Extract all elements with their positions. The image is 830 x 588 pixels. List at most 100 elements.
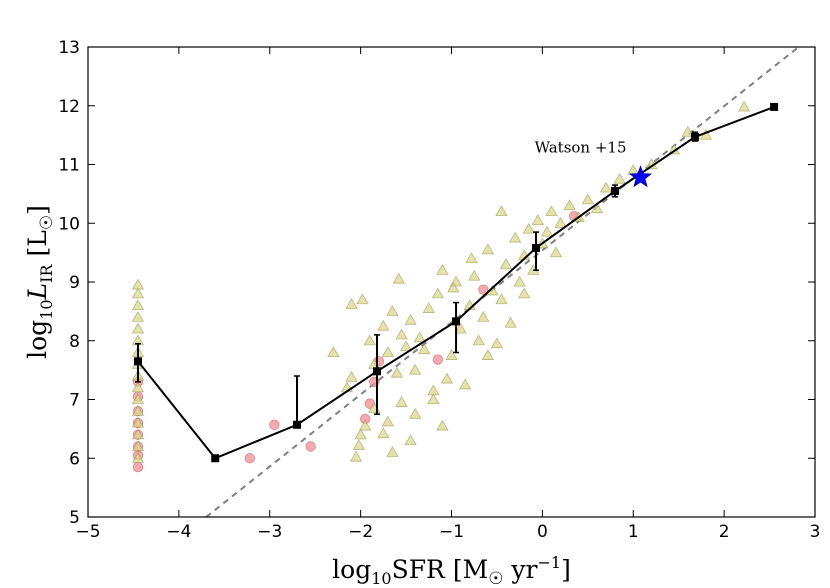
triangle-point xyxy=(354,428,367,440)
y-tick-label: 7 xyxy=(69,391,80,411)
circle-point xyxy=(478,284,489,295)
y-tick-label: 8 xyxy=(69,332,80,352)
median-line-group xyxy=(133,102,779,463)
triangle-point xyxy=(131,428,145,440)
median-point xyxy=(133,357,142,366)
triangle-point xyxy=(737,100,751,112)
median-point xyxy=(293,420,302,429)
triangle-point xyxy=(468,269,481,281)
circle-point xyxy=(269,419,280,430)
triangle-point xyxy=(447,281,460,293)
median-point xyxy=(770,102,779,111)
x-axis-label: log10SFR [M☉ yr−1] xyxy=(332,553,571,588)
one-to-one-line-group xyxy=(205,46,800,518)
triangle-point xyxy=(508,231,522,243)
x-tick-label: −1 xyxy=(439,522,464,542)
triangle-point xyxy=(377,319,390,331)
triangle-point xyxy=(454,322,467,334)
star-marker xyxy=(628,165,653,188)
circle-point xyxy=(305,441,316,452)
triangle-point xyxy=(399,340,413,352)
triangle-point xyxy=(131,299,145,311)
annotation-label: Watson +15 xyxy=(535,138,627,156)
triangle-point xyxy=(627,164,640,175)
circle-point xyxy=(244,453,255,464)
triangle-point xyxy=(481,243,495,255)
triangle-point xyxy=(554,216,567,228)
triangle-point xyxy=(131,416,145,428)
triangle-point xyxy=(490,337,504,349)
triangle-point xyxy=(436,263,449,275)
triangle-point xyxy=(131,451,145,463)
y-tick-label: 5 xyxy=(69,508,80,528)
triangle-point xyxy=(377,427,390,439)
triangle-point xyxy=(381,415,395,427)
triangle-point xyxy=(392,272,405,284)
y-tick-label: 6 xyxy=(69,449,80,469)
annotation-group: Watson +15 xyxy=(535,138,653,188)
median-point xyxy=(211,454,220,463)
triangle-point xyxy=(581,193,595,205)
triangle-point xyxy=(381,346,395,358)
triangle-point xyxy=(458,378,472,390)
triangle-point xyxy=(404,434,417,446)
triangle-point xyxy=(504,316,517,328)
triangle-point xyxy=(408,363,422,375)
y-tick-label: 10 xyxy=(58,214,80,234)
median-point xyxy=(452,317,461,326)
x-tick-label: 3 xyxy=(810,522,821,542)
y-tick-label: 11 xyxy=(58,156,80,176)
triangle-point xyxy=(599,181,613,193)
triangle-point xyxy=(131,404,145,416)
triangle-point xyxy=(495,205,508,217)
triangle-point xyxy=(431,287,445,299)
x-tick-label: 2 xyxy=(719,522,730,542)
triangle-point xyxy=(390,366,404,378)
triangle-point xyxy=(345,298,358,309)
x-tick-label: −3 xyxy=(257,522,282,542)
triangle-point xyxy=(590,202,604,214)
triangle-point xyxy=(549,246,563,258)
triangle-point xyxy=(513,275,526,287)
triangle-point xyxy=(131,310,145,322)
y-tick-label: 12 xyxy=(58,97,80,117)
triangle-point xyxy=(408,407,422,419)
x-tick-label: 1 xyxy=(628,522,639,542)
median-point xyxy=(611,186,620,195)
triangle-point xyxy=(358,419,372,431)
y-tick-label: 9 xyxy=(69,273,80,293)
triangle-point xyxy=(613,172,626,184)
triangle-point xyxy=(472,334,485,346)
median-point xyxy=(372,367,381,376)
triangle-point xyxy=(413,331,426,343)
triangle-point xyxy=(518,287,531,299)
median-point xyxy=(691,132,700,141)
triangle-point xyxy=(131,322,145,334)
triangle-points-group xyxy=(131,100,751,463)
triangle-point xyxy=(404,313,417,325)
x-tick-label: −2 xyxy=(348,522,373,542)
plot-frame xyxy=(87,46,816,518)
triangle-point xyxy=(495,293,508,305)
x-tick-label: −5 xyxy=(75,522,100,542)
triangle-point xyxy=(131,381,145,393)
y-tick-label: 13 xyxy=(58,38,80,58)
triangle-point xyxy=(131,393,145,405)
triangle-point xyxy=(445,349,458,360)
circle-point xyxy=(132,461,144,473)
triangle-point xyxy=(327,346,340,358)
triangle-point xyxy=(386,305,399,316)
triangle-point xyxy=(477,310,490,322)
triangle-point xyxy=(363,334,376,346)
triangle-point xyxy=(352,439,365,450)
triangle-point xyxy=(531,214,545,225)
one-to-one-line xyxy=(205,46,800,518)
x-tick-label: 0 xyxy=(537,522,548,542)
triangle-point xyxy=(499,258,513,269)
triangle-point xyxy=(440,372,454,384)
triangle-point xyxy=(418,343,431,355)
triangle-point xyxy=(545,205,558,217)
triangle-point xyxy=(395,328,408,340)
triangle-point xyxy=(436,419,449,431)
